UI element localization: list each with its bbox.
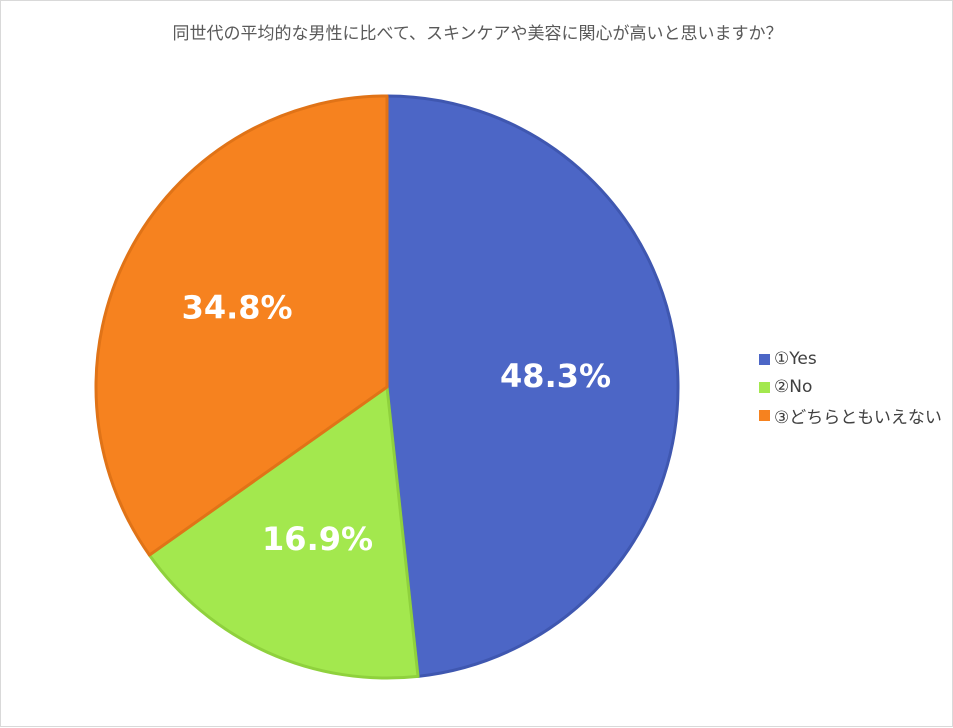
legend-label-no: ②No: [774, 377, 813, 397]
data-label-no: 16.9%: [262, 520, 373, 558]
legend-label-neither: ③どちらともいえない: [774, 407, 942, 428]
chart-title: 同世代の平均的な男性に比べて、スキンケアや美容に関心が高いと思いますか？: [172, 24, 783, 44]
legend-swatch-neither: [759, 409, 770, 421]
pie-slice-neither: [94, 94, 389, 557]
legend-label-yes: ①Yes: [774, 349, 817, 369]
legend: ①Yes ②No ③どちらともいえない: [759, 345, 942, 429]
data-label-yes: 48.3%: [500, 357, 611, 395]
data-label-neither: 34.8%: [182, 288, 293, 326]
legend-item-no: ②No: [759, 373, 942, 401]
legend-swatch-yes: [759, 353, 770, 365]
legend-item-yes: ①Yes: [759, 345, 942, 373]
legend-item-neither: ③どちらともいえない: [759, 401, 942, 429]
pie-slice-no: [147, 385, 420, 680]
pie-slice-yes: [385, 94, 680, 678]
legend-swatch-no: [759, 381, 770, 393]
